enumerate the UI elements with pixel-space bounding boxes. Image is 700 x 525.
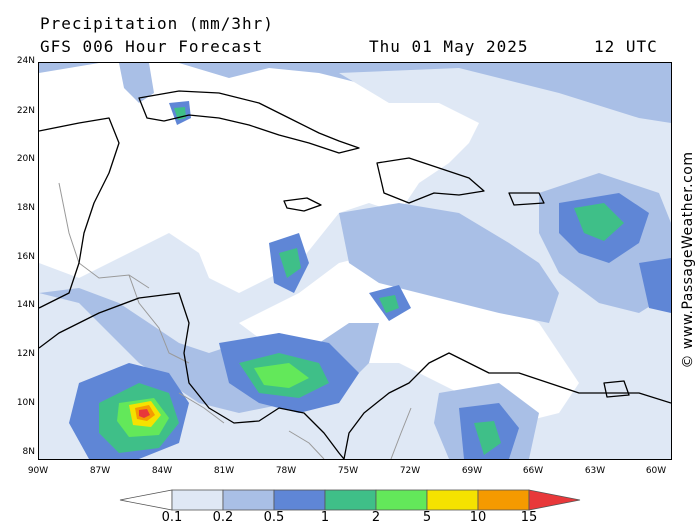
lon-label-81w: 81W [213, 466, 235, 476]
legend-cell-0 [119, 489, 173, 511]
lon-label-75w: 75W [337, 466, 359, 476]
lat-label-18n: 18N [16, 203, 35, 213]
lat-label-22n: 22N [16, 106, 35, 116]
precip-area [239, 253, 579, 423]
coastline-hispaniola [376, 157, 485, 204]
coastline-trinidad [603, 380, 630, 398]
map-title: Precipitation (mm/3hr) [40, 14, 274, 33]
coastline-jamaica [283, 197, 322, 212]
legend-label-0-2: 0.2 [212, 510, 234, 525]
lat-label-20n: 20N [16, 154, 35, 164]
lat-label-16n: 16N [16, 252, 35, 262]
legend-cell-5 [375, 489, 428, 511]
border-line [288, 430, 325, 459]
lon-label-84w: 84W [151, 466, 173, 476]
coastline-cuba [138, 90, 360, 154]
coastline-central-america [39, 292, 345, 459]
legend-label-15: 15 [520, 510, 538, 525]
legend-label-1: 1 [320, 510, 330, 525]
legend-cell-3 [273, 489, 326, 511]
forecast-date: Thu 01 May 2025 [369, 37, 529, 56]
border-line [58, 182, 150, 289]
legend-label-5: 5 [422, 510, 432, 525]
precip-area [574, 203, 624, 241]
precipitation-field [39, 63, 671, 459]
legend-cell-2 [222, 489, 275, 511]
precip-area [639, 258, 671, 313]
lon-label-87w: 87W [89, 466, 111, 476]
legend-cell-6 [426, 489, 479, 511]
border-line [128, 274, 190, 364]
border-line [390, 407, 412, 459]
lon-label-66w: 66W [522, 466, 544, 476]
coastline-puerto-rico [508, 192, 545, 206]
lon-label-63w: 63W [584, 466, 606, 476]
border-line [178, 392, 225, 424]
coastline-south-america [343, 352, 671, 459]
lon-label-90w: 90W [27, 466, 49, 476]
precip-area [379, 295, 399, 313]
lon-label-72w: 72W [399, 466, 421, 476]
legend-cell-4 [324, 489, 377, 511]
precip-area [279, 248, 301, 278]
lon-label-69w: 69W [461, 466, 483, 476]
legend-label-0-1: 0.1 [161, 510, 183, 525]
legend-label-10: 10 [469, 510, 487, 525]
precip-area [339, 203, 559, 323]
precipitation-map[interactable] [38, 62, 672, 460]
country-borders [58, 182, 412, 459]
forecast-time: 12 UTC [594, 37, 658, 56]
color-legend [119, 489, 581, 511]
legend-cell-7 [477, 489, 530, 511]
lat-label-8n: 8N [22, 447, 35, 457]
coastlines [39, 90, 671, 459]
legend-cell-1 [171, 489, 224, 511]
precip-area [139, 409, 150, 418]
lat-label-24n: 24N [16, 56, 35, 66]
credit-text: © www.PassageWeather.com [680, 151, 696, 369]
legend-cell-8 [528, 489, 581, 511]
coastline-yucatan [39, 117, 120, 309]
lon-label-78w: 78W [275, 466, 297, 476]
lat-label-10n: 10N [16, 398, 35, 408]
precip-area [474, 421, 501, 455]
legend-label-2: 2 [371, 510, 381, 525]
lat-label-12n: 12N [16, 349, 35, 359]
lon-label-60w: 60W [645, 466, 667, 476]
precip-area [254, 363, 309, 388]
forecast-model-label: GFS 006 Hour Forecast [40, 37, 264, 56]
lat-label-14n: 14N [16, 300, 35, 310]
legend-label-0-5: 0.5 [263, 510, 285, 525]
precip-area [119, 63, 154, 103]
